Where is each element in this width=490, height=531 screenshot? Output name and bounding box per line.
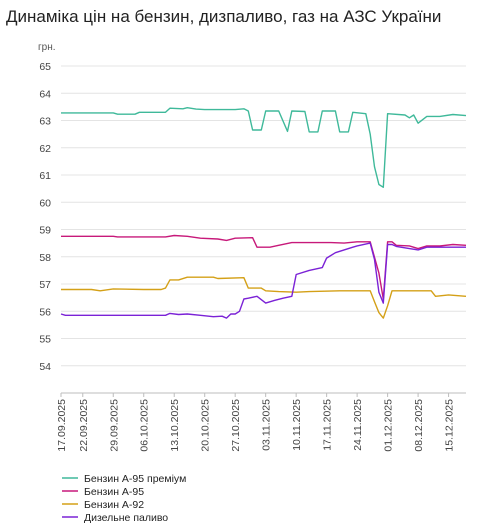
legend-label: Бензин А-95 [84, 486, 144, 498]
y-tick-label: 62 [39, 143, 51, 155]
y-tick-label: 63 [39, 116, 51, 128]
chart-title: Динаміка цін на бензин, дизпаливо, газ н… [6, 7, 442, 26]
y-axis: грн. 54 55 56 57 58 59 60 61 62 63 64 65 [38, 42, 56, 373]
x-tick-label: 22.09.2025 [78, 399, 90, 452]
x-axis: 17.09.2025 22.09.2025 29.09.2025 06.10.2025… [56, 393, 456, 452]
x-tick-label: 17.11.2025 [322, 399, 334, 451]
x-tick-label: 29.09.2025 [108, 399, 120, 452]
series-line [61, 107, 467, 188]
y-tick-label: 57 [39, 279, 51, 291]
series-line [61, 276, 467, 319]
y-tick-label: 60 [39, 197, 51, 209]
x-tick-label: 13.10.2025 [169, 399, 181, 452]
x-tick-label: 24.11.2025 [352, 399, 364, 451]
x-tick-label: 17.09.2025 [56, 399, 68, 452]
series-line [61, 234, 467, 300]
y-tick-label: 55 [39, 334, 51, 346]
y-tick-label: 65 [39, 61, 51, 73]
x-tick-label: 15.12.2025 [444, 399, 456, 452]
legend-label: Бензин А-92 [84, 499, 144, 511]
y-tick-label: 54 [39, 361, 51, 373]
x-tick-label: 08.12.2025 [413, 399, 425, 452]
legend-label: Дизельне паливо [84, 512, 168, 524]
x-tick-label: 20.10.2025 [200, 399, 212, 452]
series-line [60, 242, 466, 319]
y-tick-label: 61 [39, 170, 51, 182]
x-tick-label: 01.12.2025 [383, 399, 395, 452]
x-tick-label: 10.11.2025 [291, 399, 303, 451]
y-tick-label: 59 [39, 225, 51, 237]
x-tick-label: 06.10.2025 [139, 399, 151, 452]
legend-label: Бензин А-95 преміум [84, 473, 186, 485]
y-tick-label: 64 [39, 88, 51, 100]
x-tick-label: 03.11.2025 [261, 399, 273, 451]
series-lines [60, 107, 467, 319]
y-axis-label: грн. [38, 42, 56, 53]
x-tick-label: 27.10.2025 [230, 399, 242, 452]
y-tick-label: 58 [39, 252, 51, 264]
y-tick-label: 56 [39, 306, 51, 318]
